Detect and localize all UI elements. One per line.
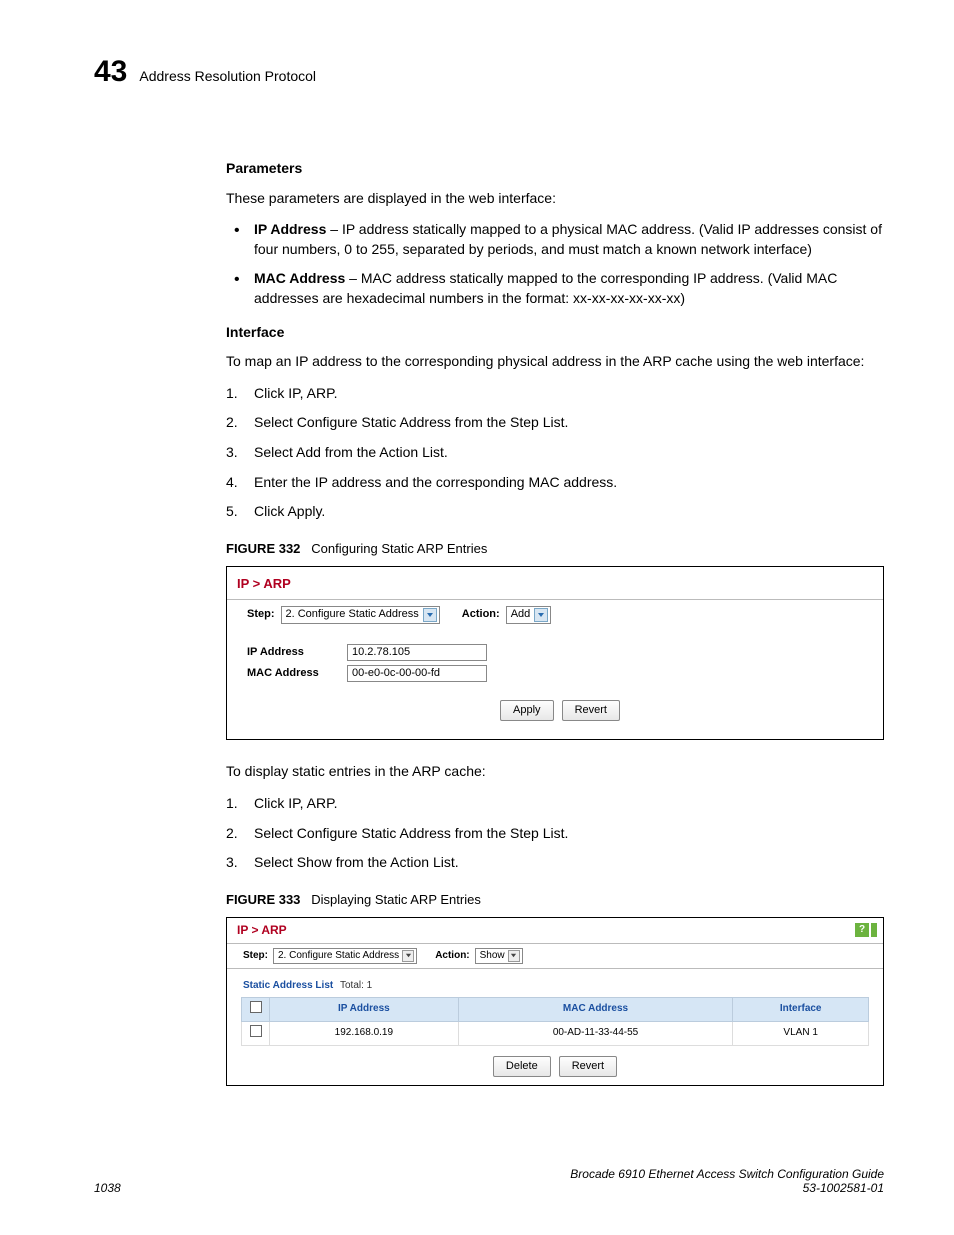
chevron-down-icon (423, 608, 437, 622)
action-label: Action: (462, 607, 500, 622)
row-ip: 192.168.0.19 (270, 1021, 459, 1045)
parameters-heading: Parameters (226, 159, 884, 179)
steps-list-b: Click IP, ARP. Select Configure Static A… (226, 794, 884, 873)
parameter-list: IP Address – IP address statically mappe… (226, 220, 884, 308)
chevron-down-icon (534, 608, 548, 622)
row-mac: 00-AD-11-33-44-55 (458, 1021, 733, 1045)
checkbox-icon[interactable] (250, 1025, 262, 1037)
list-item: Select Configure Static Address from the… (226, 413, 884, 433)
checkbox-icon[interactable] (250, 1001, 262, 1013)
chapter-title: Address Resolution Protocol (139, 68, 316, 84)
ip-address-text: – IP address statically mapped to a phys… (254, 221, 882, 257)
list-title: Static Address List Total: 1 (227, 969, 883, 997)
figure-text: Configuring Static ARP Entries (311, 541, 487, 556)
delete-button[interactable]: Delete (493, 1056, 551, 1077)
mac-column-header: MAC Address (458, 997, 733, 1021)
action-dropdown[interactable]: Show (475, 948, 523, 964)
chapter-number: 43 (94, 55, 127, 89)
help-icons: ? (855, 923, 877, 937)
revert-button[interactable]: Revert (562, 700, 620, 721)
figure-332-caption: FIGURE 332 Configuring Static ARP Entrie… (226, 540, 884, 558)
interface-intro: To map an IP address to the correspondin… (226, 352, 884, 372)
row-checkbox-cell[interactable] (242, 1021, 270, 1045)
guide-title: Brocade 6910 Ethernet Access Switch Conf… (570, 1167, 884, 1181)
action-label: Action: (435, 949, 469, 963)
list-item: Click IP, ARP. (226, 794, 884, 814)
list-item: Enter the IP address and the correspondi… (226, 473, 884, 493)
steps-list-a: Click IP, ARP. Select Configure Static A… (226, 384, 884, 522)
row-interface: VLAN 1 (733, 1021, 869, 1045)
chevron-down-icon (508, 950, 520, 962)
action-value: Show (480, 949, 505, 963)
step-value: 2. Configure Static Address (286, 607, 419, 622)
chevron-down-icon (402, 950, 414, 962)
ip-column-header: IP Address (270, 997, 459, 1021)
list-item: IP Address – IP address statically mappe… (226, 220, 884, 259)
interface-column-header: Interface (733, 997, 869, 1021)
list-item: Click Apply. (226, 502, 884, 522)
figure-text: Displaying Static ARP Entries (311, 892, 481, 907)
ip-address-input[interactable]: 10.2.78.105 (347, 644, 487, 661)
step-label: Step: (247, 607, 275, 622)
interface-heading: Interface (226, 323, 884, 343)
page-number: 1038 (94, 1181, 121, 1195)
select-all-header[interactable] (242, 997, 270, 1021)
table-row: 192.168.0.19 00-AD-11-33-44-55 VLAN 1 (242, 1021, 869, 1045)
mac-address-input[interactable]: 00-e0-0c-00-00-fd (347, 665, 487, 682)
doc-number: 53-1002581-01 (570, 1181, 884, 1195)
step-dropdown[interactable]: 2. Configure Static Address (281, 606, 440, 624)
mac-address-form-label: MAC Address (247, 666, 347, 681)
figure-333-panel: IP > ARP ? Step: 2. Configure Static Add… (226, 917, 884, 1086)
figure-333-caption: FIGURE 333 Displaying Static ARP Entries (226, 891, 884, 909)
display-intro: To display static entries in the ARP cac… (226, 762, 884, 782)
breadcrumb: IP > ARP (227, 567, 883, 599)
figure-label: FIGURE 332 (226, 541, 300, 556)
list-item: Select Configure Static Address from the… (226, 824, 884, 844)
page-header: 43 Address Resolution Protocol (94, 55, 884, 89)
step-label: Step: (243, 949, 268, 963)
figure-332-panel: IP > ARP Step: 2. Configure Static Addre… (226, 566, 884, 741)
action-dropdown[interactable]: Add (506, 606, 552, 624)
step-dropdown[interactable]: 2. Configure Static Address (273, 948, 417, 964)
list-item: MAC Address – MAC address statically map… (226, 269, 884, 308)
list-item: Select Show from the Action List. (226, 853, 884, 873)
help-icon[interactable] (871, 923, 877, 937)
apply-button[interactable]: Apply (500, 700, 554, 721)
step-value: 2. Configure Static Address (278, 949, 399, 963)
revert-button[interactable]: Revert (559, 1056, 617, 1077)
figure-label: FIGURE 333 (226, 892, 300, 907)
ip-address-form-label: IP Address (247, 645, 347, 660)
ip-address-label: IP Address (254, 221, 326, 237)
arp-table: IP Address MAC Address Interface 192.168… (241, 997, 869, 1046)
list-item: Select Add from the Action List. (226, 443, 884, 463)
mac-address-label: MAC Address (254, 270, 345, 286)
parameters-intro: These parameters are displayed in the we… (226, 189, 884, 209)
action-value: Add (511, 607, 531, 622)
breadcrumb: IP > ARP (237, 922, 287, 939)
page-footer: 1038 Brocade 6910 Ethernet Access Switch… (94, 1167, 884, 1195)
list-total: Total: 1 (340, 980, 372, 991)
selector-row: Step: 2. Configure Static Address Action… (227, 599, 883, 630)
help-icon[interactable]: ? (855, 923, 869, 937)
list-item: Click IP, ARP. (226, 384, 884, 404)
selector-row: Step: 2. Configure Static Address Action… (227, 943, 883, 969)
